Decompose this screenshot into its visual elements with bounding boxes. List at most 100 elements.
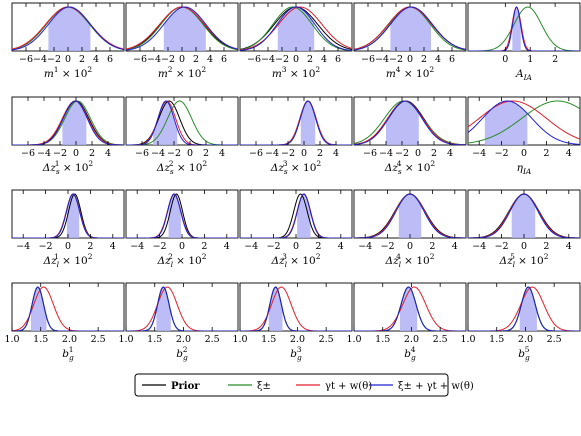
curve-combined — [468, 6, 580, 51]
legend-label-combined: ξ± + γt + w(θ) — [398, 381, 474, 392]
x-tick-label: 2.5 — [205, 334, 220, 345]
x-tick-label: 4 — [207, 54, 213, 65]
curve-combined — [240, 193, 352, 238]
x-tick-label: 1.5 — [489, 334, 504, 345]
x-tick-label: 1.0 — [232, 334, 247, 345]
curve-combined — [354, 286, 466, 331]
panel-dz_l3: −4 −2 0 2 4 Δzl3 × 102 — [239, 189, 353, 269]
curve-combined — [354, 6, 466, 51]
x-tick-label: 1.5 — [375, 334, 390, 345]
x-tick-label: 2.0 — [62, 334, 77, 345]
x-tick-label: 6 — [221, 54, 227, 65]
credible-band — [163, 7, 206, 51]
credible-band — [268, 287, 283, 331]
x-tick-label: −4 — [151, 148, 165, 159]
curve-combined — [126, 193, 238, 238]
panel-dz_s4: −6 −4 −2 0 2 4 Δzs4 × 102 — [353, 96, 467, 176]
axis-label-7: Δzs3 × 102 — [270, 159, 322, 176]
x-tick-label: 2.0 — [518, 334, 533, 345]
legend-label-xi: ξ± — [257, 381, 271, 392]
credible-band — [398, 194, 422, 238]
panel-m3: −6 −4 −2 0 2 4 6 m3 × 102 — [239, 2, 353, 80]
curve-gamma — [468, 6, 580, 51]
x-tick-label: 2.5 — [433, 334, 448, 345]
x-tick-label: −2 — [161, 54, 175, 65]
x-tick-label: 2.0 — [404, 334, 419, 345]
x-tick-label: −4 — [375, 54, 389, 65]
axis-label-6: Δzs2 × 102 — [156, 159, 208, 176]
x-tick-label: 2.5 — [319, 334, 334, 345]
x-tick-label: 4 — [447, 148, 453, 159]
panel-dz_l2: −4 −2 0 2 4 Δzl2 × 102 — [125, 189, 239, 269]
x-tick-label: 0 — [301, 148, 307, 159]
x-tick-label: 0 — [179, 241, 185, 252]
x-tick-label: −6 — [363, 148, 377, 159]
curve-combined — [12, 193, 124, 238]
axis-label-3: m4 × 102 — [386, 65, 435, 80]
axis-label-18: bg4 — [404, 345, 416, 362]
panel-dz_l4: −4 −2 0 2 4 Δzl4 × 102 — [353, 189, 467, 269]
curve-combined — [126, 286, 238, 331]
x-tick-label: 0 — [179, 54, 185, 65]
credible-band — [484, 101, 528, 145]
x-tick-label: 6 — [449, 54, 455, 65]
x-tick-label: 0 — [293, 241, 299, 252]
curve-gamma — [126, 100, 238, 145]
x-tick-label: −4 — [16, 241, 30, 252]
x-tick-label: −4 — [358, 241, 372, 252]
x-tick-label: −2 — [495, 148, 509, 159]
curve-combined — [468, 286, 580, 331]
x-tick-label: 0 — [187, 148, 193, 159]
panel-b_g4: 1.0 1.5 2.0 2.5 bg4 — [346, 282, 467, 362]
x-tick-label: −6 — [133, 54, 147, 65]
axis-label-9: ηIA — [517, 162, 532, 176]
x-tick-label: −6 — [135, 148, 149, 159]
x-tick-label: 4 — [105, 148, 111, 159]
x-tick-label: −4 — [472, 148, 486, 159]
x-tick-label: 4 — [321, 54, 327, 65]
panel-m1: −6 −4 −2 0 2 4 6 m1 × 102 — [11, 2, 125, 80]
x-tick-label: 2 — [307, 54, 313, 65]
axis-label-0: m1 × 102 — [44, 65, 93, 80]
curve-gamma — [468, 100, 580, 140]
x-tick-label: −2 — [389, 54, 403, 65]
curve-xi — [126, 286, 238, 331]
x-tick-label: −2 — [267, 241, 281, 252]
x-tick-label: −4 — [472, 241, 486, 252]
x-tick-label: −4 — [33, 54, 47, 65]
x-tick-label: −2 — [281, 148, 295, 159]
axis-label-4: AIA — [515, 68, 533, 82]
panel-b_g1: 1.0 1.5 2.0 2.5 bg1 — [4, 282, 125, 362]
x-tick-label: 1.5 — [261, 334, 276, 345]
x-tick-label: 0 — [521, 148, 527, 159]
x-tick-label: 1.0 — [4, 334, 19, 345]
axis-label-8: Δzs4 × 102 — [384, 159, 436, 176]
curve-gamma — [240, 100, 352, 145]
axis-label-5: Δzs1 × 102 — [42, 159, 94, 176]
curve-prior — [240, 193, 352, 238]
panel-frame — [239, 282, 353, 332]
x-tick-label: −6 — [361, 54, 375, 65]
x-tick-label: 2.5 — [91, 334, 106, 345]
panel-frame — [11, 282, 125, 332]
credible-band — [48, 7, 91, 51]
x-tick-label: −2 — [275, 54, 289, 65]
x-tick-label: −2 — [495, 241, 509, 252]
axis-label-16: bg2 — [176, 345, 188, 362]
x-tick-label: −6 — [21, 148, 35, 159]
axis-label-1: m2 × 102 — [158, 65, 207, 80]
curve-combined — [354, 100, 466, 145]
credible-band — [300, 101, 316, 145]
x-tick-label: −6 — [249, 148, 263, 159]
x-tick-label: 0 — [407, 54, 413, 65]
curve-prior — [240, 286, 352, 331]
x-tick-label: 2.0 — [290, 334, 305, 345]
curve-gamma — [126, 286, 238, 331]
curve-prior — [126, 286, 238, 331]
x-tick-label: −4 — [130, 241, 144, 252]
curve-gamma — [240, 6, 352, 51]
x-tick-label: 4 — [93, 54, 99, 65]
curve-xi — [240, 286, 352, 331]
legend-label-gamma: γt + w(θ) — [325, 381, 372, 392]
